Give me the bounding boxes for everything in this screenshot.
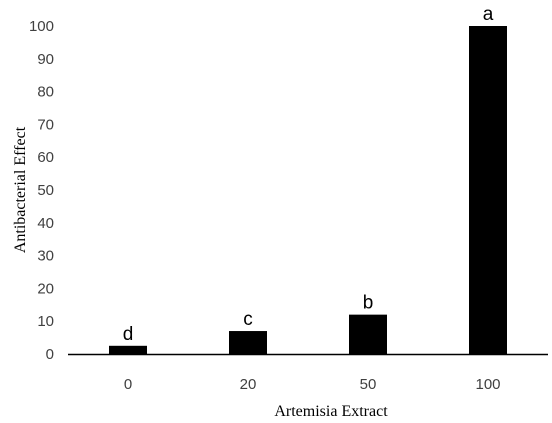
bars	[109, 26, 507, 354]
x-axis-ticks: 0 20 50 100	[124, 376, 501, 393]
bar-100	[469, 26, 507, 354]
data-label-100: a	[483, 4, 494, 25]
bar-20	[229, 331, 267, 354]
y-tick-label: 80	[37, 84, 54, 101]
y-axis-title: Antibacterial Effect	[12, 126, 29, 253]
y-axis-ticks: 0 10 20 30 40 50 60 70 80 90 100	[29, 18, 54, 363]
y-tick-label: 10	[37, 313, 54, 330]
y-tick-label: 40	[37, 215, 54, 232]
x-axis-title: Artemisia Extract	[274, 403, 388, 420]
y-tick-label: 30	[37, 248, 54, 265]
data-label-50: b	[363, 293, 374, 314]
x-tick-label-50: 50	[360, 376, 377, 393]
y-tick-label: 60	[37, 149, 54, 166]
y-tick-label: 90	[37, 51, 54, 68]
y-tick-label: 50	[37, 182, 54, 199]
x-tick-label-20: 20	[240, 376, 257, 393]
y-tick-label: 100	[29, 18, 54, 35]
bar-50	[349, 314, 387, 354]
y-tick-label: 70	[37, 116, 54, 133]
y-tick-label: 0	[46, 346, 54, 363]
data-labels: d c b a	[123, 4, 494, 345]
data-label-20: c	[243, 309, 253, 330]
x-tick-label-100: 100	[475, 376, 500, 393]
y-tick-label: 20	[37, 280, 54, 297]
bar-0	[109, 345, 147, 354]
data-label-0: d	[123, 324, 134, 345]
x-tick-label-0: 0	[124, 376, 132, 393]
